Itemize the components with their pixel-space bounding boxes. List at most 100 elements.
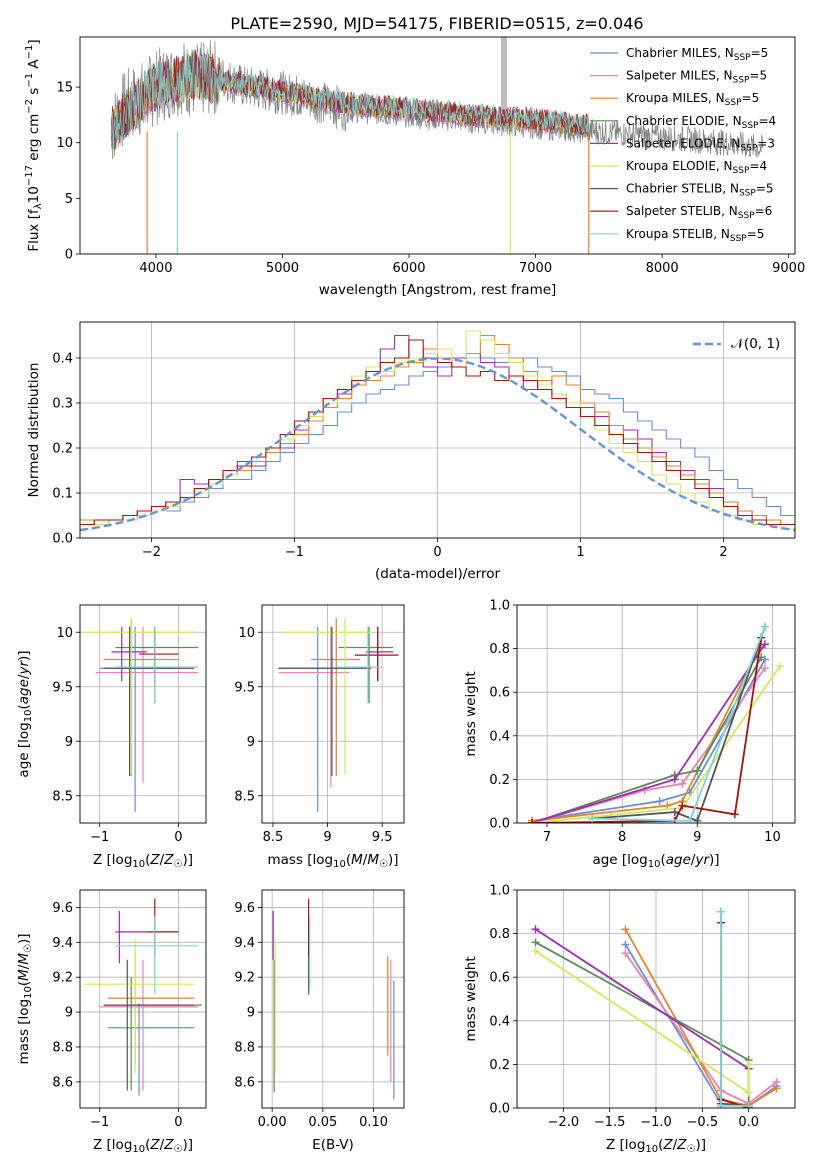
legend-label: Kroupa STELIB, NSSP=5 — [626, 227, 764, 244]
weight-marker — [730, 810, 739, 819]
y-tick-label: 9.6 — [234, 901, 255, 916]
legend-label: Chabrier MILES, NSSP=5 — [626, 46, 768, 63]
weight-marker — [528, 819, 537, 823]
legend-subscript: SSP — [733, 166, 750, 176]
legend-subscript: SSP — [742, 121, 759, 131]
weight-line — [535, 928, 750, 1070]
plot-area — [111, 37, 764, 254]
x-tick-label: 4000 — [139, 261, 172, 276]
axes-frame — [79, 321, 796, 539]
model-spectrum — [111, 50, 589, 151]
y-tick-label: 0.0 — [52, 532, 73, 547]
legend-subscript: SSP — [739, 189, 756, 199]
legend-label: Kroupa ELODIE, NSSP=4 — [626, 159, 767, 176]
weight-line — [720, 922, 749, 1108]
y-tick-label: 0.3 — [52, 397, 73, 412]
weight-marker — [760, 622, 769, 631]
y-tick-label: 9.5 — [52, 680, 73, 695]
y-tick-label: 15 — [56, 81, 73, 96]
x-tick-label: 7 — [543, 830, 551, 845]
legend-label: Kroupa MILES, NSSP=5 — [626, 91, 759, 108]
histogram-step — [80, 330, 795, 530]
weight-marker — [531, 925, 540, 934]
legend-suffix: =5 — [749, 69, 767, 83]
panel-7: −2.0 −1.5 −1.0 −0.5 0.0 0.0 0.2 0.4 0.6 0.8 1.0 Z [… — [463, 884, 796, 1155]
y-tick-label: 0.6 — [489, 686, 510, 701]
plot-area — [262, 890, 404, 1108]
plot-area — [517, 605, 795, 823]
y-tick-label: 0 — [65, 248, 73, 263]
panel-0: 4000 5000 6000 7000 8000 9000 0 5 10 15 Chabrier M… — [24, 36, 805, 298]
x-tick-label: −1.5 — [594, 1115, 626, 1130]
axes-frame — [516, 604, 796, 824]
weight-marker — [670, 775, 679, 784]
y-tick-label: 0.2 — [52, 442, 73, 457]
model-spectrum — [111, 49, 589, 141]
weight-marker — [744, 1088, 753, 1097]
weight-marker — [693, 816, 702, 823]
weight-marker — [685, 816, 694, 823]
y-tick-label: 0.6 — [489, 971, 510, 986]
x-axis-label: E(B-V) — [312, 1137, 354, 1153]
weight-line — [624, 952, 778, 1105]
weight-marker — [588, 814, 597, 823]
y-tick-label: 0.4 — [489, 729, 510, 744]
x-tick-label: 6000 — [392, 261, 425, 276]
x-axis-label: age [log10(age/yr)] — [592, 852, 719, 870]
y-tick-label: 8.6 — [52, 1075, 73, 1090]
y-tick-label: 1.0 — [489, 599, 510, 614]
panel-4: 7 8 9 10 0.0 0.2 0.4 0.6 0.8 1.0 age [log10(age/yr… — [463, 599, 796, 870]
y-tick-label: 9 — [247, 1006, 255, 1021]
legend-suffix: =5 — [747, 227, 765, 241]
legend-subscript: SSP — [725, 98, 742, 108]
legend-label: Salpeter MILES, NSSP=5 — [626, 69, 767, 86]
panel-5: −1 0 8.6 8.8 9 9.2 9.4 9.6 Z [log10(Z/Z☉)] mass [… — [16, 889, 207, 1155]
y-tick-label: 9.2 — [52, 971, 73, 986]
y-tick-label: 9.4 — [234, 936, 255, 951]
y-tick-label: 5 — [65, 192, 73, 207]
weight-marker — [693, 766, 702, 775]
x-axis-label: Z [log10(Z/Z☉)] — [606, 1137, 706, 1155]
legend-label: Chabrier STELIB, NSSP=5 — [626, 182, 774, 199]
y-axis-label: age [log10(age/yr)] — [16, 650, 34, 777]
x-tick-label: 8.5 — [263, 830, 284, 845]
weight-marker — [621, 940, 630, 949]
x-tick-label: 0.0 — [738, 1115, 759, 1130]
weight-marker — [670, 808, 679, 817]
weight-marker — [531, 947, 540, 956]
x-tick-label: 10 — [764, 830, 781, 845]
weight-marker — [760, 664, 769, 673]
panel-3: 8.5 9 9.5 8.5 9 9.5 10 mass [log10(M/M☉)] — [234, 604, 405, 870]
model-spectrum — [111, 51, 589, 150]
weight-marker — [663, 801, 672, 810]
gaussian-curve — [80, 357, 795, 532]
x-tick-label: −1 — [285, 545, 304, 560]
legend-suffix: =3 — [757, 136, 775, 150]
y-tick-label: 9 — [65, 735, 73, 750]
x-tick-label: 0 — [174, 830, 182, 845]
x-tick-label: 9 — [693, 830, 701, 845]
legend-label: Salpeter ELODIE, NSSP=3 — [626, 136, 775, 153]
y-tick-label: 0.4 — [489, 1014, 510, 1029]
weight-marker — [775, 662, 784, 671]
plot-area — [262, 605, 404, 823]
y-axis-label: mass weight — [463, 671, 479, 756]
figure-title: PLATE=2590, MJD=54175, FIBERID=0515, z=0… — [230, 14, 643, 33]
y-tick-label: 0.8 — [489, 642, 510, 657]
y-tick-label: 9 — [247, 735, 255, 750]
y-tick-label: 10 — [238, 626, 255, 641]
y-tick-label: 0.0 — [489, 1102, 510, 1117]
x-tick-label: 9000 — [772, 261, 805, 276]
legend-suffix: =4 — [758, 114, 776, 128]
y-tick-label: 0.8 — [489, 927, 510, 942]
x-tick-label: 5000 — [266, 261, 299, 276]
plot-area — [80, 605, 206, 823]
axes-frame — [79, 889, 207, 1109]
x-tick-label: −0.5 — [687, 1115, 719, 1130]
y-tick-label: 9.4 — [52, 936, 73, 951]
weight-line — [592, 626, 766, 822]
legend-suffix: =5 — [751, 46, 769, 60]
legend-subscript: SSP — [733, 76, 750, 86]
weight-line — [531, 656, 762, 823]
